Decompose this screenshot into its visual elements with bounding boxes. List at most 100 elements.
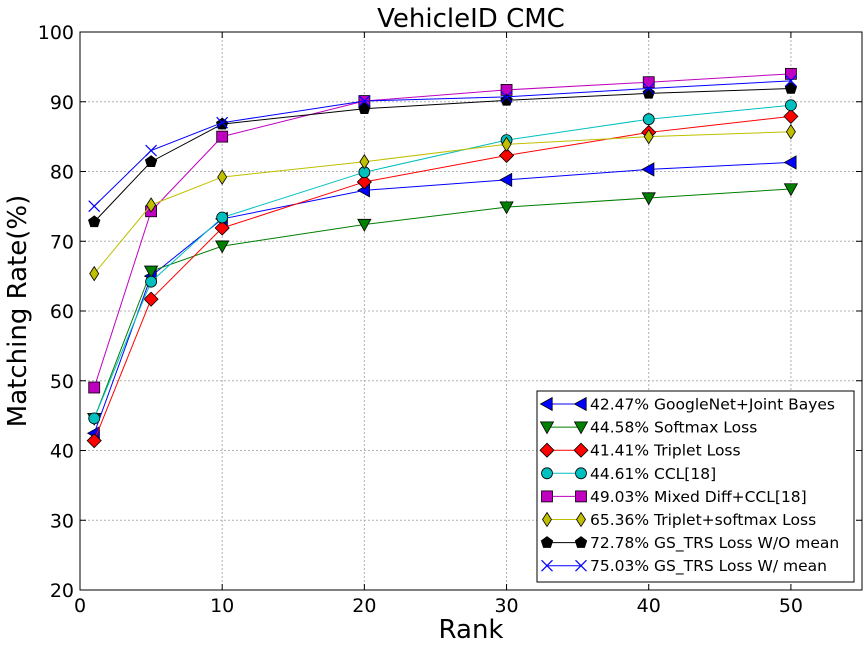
x-tick-label-0: 0 xyxy=(74,595,86,617)
legend-marker-6-b xyxy=(574,536,588,548)
data-point-5-2 xyxy=(217,169,228,185)
legend-marker-3-b xyxy=(575,467,587,480)
y-tick-label-8: 100 xyxy=(38,22,74,44)
axis-ticks: 0 10 20 30 40 50 20 30 40 50 60 70 80 90 100 xyxy=(38,22,862,617)
data-point-5-0 xyxy=(89,265,100,282)
data-point-0-4 xyxy=(499,172,513,188)
legend-label-1: 44.58% Softmax Loss xyxy=(590,419,757,437)
y-tick-label-3: 50 xyxy=(50,371,74,393)
series-lines xyxy=(86,67,799,449)
series-line-5 xyxy=(93,131,791,274)
series-3 xyxy=(88,99,797,425)
data-point-3-1 xyxy=(145,275,157,288)
legend-marker-0-b xyxy=(573,396,587,412)
legend-marker-1-a xyxy=(539,421,555,435)
legend-marker-2-b xyxy=(573,442,589,458)
y-tick-label-1: 30 xyxy=(50,510,74,532)
legend-marker-7-a xyxy=(541,559,553,572)
data-point-7-1 xyxy=(145,144,158,157)
legend-label-4: 49.03% Mixed Diff+CCL[18] xyxy=(590,488,807,506)
data-point-1-5 xyxy=(641,192,656,206)
data-point-5-1 xyxy=(146,197,157,213)
data-point-4-0 xyxy=(88,381,101,394)
legend-marker-5-a xyxy=(542,511,552,528)
legend-label-5: 65.36% Triplet+softmax Loss xyxy=(590,511,816,529)
data-point-5-4 xyxy=(501,136,512,153)
data-point-7-0 xyxy=(88,200,101,213)
series-7 xyxy=(88,74,797,213)
data-point-1-1 xyxy=(143,265,159,279)
x-tick-label-1: 10 xyxy=(210,595,234,617)
data-point-0-5 xyxy=(641,162,655,177)
data-point-3-2 xyxy=(216,211,229,224)
legend-marker-7-b xyxy=(575,559,587,572)
series-1 xyxy=(87,183,799,426)
x-tick-label-2: 20 xyxy=(352,595,376,617)
y-tick-label-7: 90 xyxy=(50,92,74,114)
data-point-4-6 xyxy=(785,67,797,80)
series-2 xyxy=(86,108,799,449)
legend: 42.47% GoogleNet+Joint Bayes 44.58% Softm… xyxy=(536,390,855,583)
legend-marker-4-a xyxy=(541,490,553,503)
x-axis-label: Rank xyxy=(439,615,504,645)
x-tick-label-4: 40 xyxy=(637,595,661,617)
y-tick-label-0: 20 xyxy=(50,580,74,602)
legend-box xyxy=(536,390,855,583)
y-tick-label-6: 80 xyxy=(50,162,74,184)
data-point-5-3 xyxy=(359,153,370,170)
legend-marker-0-a xyxy=(539,396,553,412)
data-point-2-3 xyxy=(356,174,372,190)
legend-marker-3-a xyxy=(541,467,553,480)
data-point-7-3 xyxy=(358,95,371,107)
data-point-1-6 xyxy=(783,183,799,197)
series-4 xyxy=(88,67,797,394)
data-point-0-6 xyxy=(783,155,797,170)
data-point-2-2 xyxy=(214,220,230,236)
legend-label-2: 41.41% Triplet Loss xyxy=(590,442,741,460)
legend-label-0: 42.47% GoogleNet+Joint Bayes xyxy=(590,396,835,414)
series-6 xyxy=(88,82,798,228)
data-point-2-6 xyxy=(783,108,799,124)
series-5 xyxy=(89,124,796,282)
legend-label-6: 72.78% GS_TRS Loss W/O mean xyxy=(590,534,839,553)
series-line-7 xyxy=(93,80,791,207)
y-tick-label-5: 70 xyxy=(50,231,74,253)
data-point-7-6 xyxy=(784,74,797,87)
data-point-6-5 xyxy=(642,86,655,99)
data-point-7-5 xyxy=(642,82,655,95)
x-tick-label-3: 30 xyxy=(494,595,518,617)
data-point-2-1 xyxy=(143,291,159,307)
legend-marker-2-a xyxy=(539,442,555,458)
data-point-2-0 xyxy=(86,433,102,449)
chart-title: VehicleID CMC xyxy=(377,4,565,34)
series-line-1 xyxy=(93,188,791,419)
data-point-3-5 xyxy=(642,113,655,126)
data-point-1-2 xyxy=(215,240,230,254)
data-point-4-2 xyxy=(216,130,229,143)
data-point-5-6 xyxy=(785,124,796,140)
x-tick-label-5: 50 xyxy=(779,595,803,617)
data-point-7-4 xyxy=(500,90,513,103)
data-point-5-5 xyxy=(643,128,654,145)
data-point-4-5 xyxy=(642,76,655,89)
y-tick-label-4: 60 xyxy=(50,301,74,323)
legend-marker-4-b xyxy=(575,490,587,503)
legend-marker-5-b xyxy=(576,511,586,528)
y-axis-label: Matching Rate(%) xyxy=(3,195,33,427)
legend-label-7: 75.03% GS_TRS Loss W/ mean xyxy=(590,557,827,576)
data-point-1-3 xyxy=(357,218,372,232)
data-point-6-4 xyxy=(500,93,513,106)
data-point-6-1 xyxy=(144,155,158,167)
data-point-1-4 xyxy=(499,201,514,215)
data-point-3-0 xyxy=(88,412,101,425)
data-point-7-2 xyxy=(216,116,229,129)
legend-marker-6-a xyxy=(540,536,554,548)
legend-label-3: 44.61% CCL[18] xyxy=(590,465,716,483)
y-tick-label-2: 40 xyxy=(50,441,74,463)
legend-marker-1-b xyxy=(573,421,589,435)
data-point-3-6 xyxy=(785,99,797,112)
data-point-6-0 xyxy=(88,215,101,228)
series-line-4 xyxy=(93,73,791,388)
series-line-6 xyxy=(93,88,791,223)
